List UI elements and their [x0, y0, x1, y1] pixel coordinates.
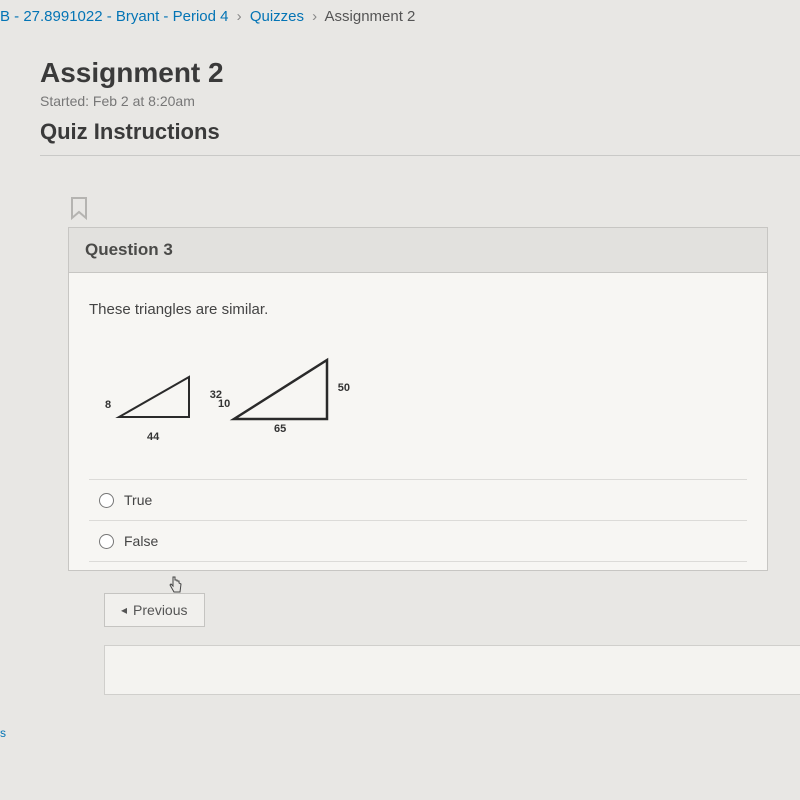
breadcrumb-quizzes[interactable]: Quizzes — [250, 8, 304, 25]
instructions-heading: Quiz Instructions — [40, 119, 800, 145]
breadcrumb-sep-2: › — [312, 8, 317, 25]
tri1-base-label: 44 — [147, 431, 159, 443]
answer-true[interactable]: True — [89, 480, 747, 521]
radio-true[interactable] — [99, 493, 114, 508]
answer-true-label: True — [124, 492, 152, 508]
previous-button[interactable]: ◂ Previous — [104, 593, 205, 627]
triangles-figure: 8 32 44 10 50 65 — [109, 354, 747, 429]
breadcrumb-current: Assignment 2 — [325, 8, 416, 25]
radio-false[interactable] — [99, 534, 114, 549]
tri2-left-label: 10 — [218, 398, 230, 410]
started-text: Started: Feb 2 at 8:20am — [40, 93, 800, 109]
left-arrow-icon: ◂ — [121, 603, 127, 617]
bookmark-icon[interactable] — [68, 196, 90, 222]
page-title: Assignment 2 — [40, 57, 800, 89]
question-header: Question 3 — [69, 228, 767, 273]
breadcrumb-sep-1: › — [237, 8, 242, 25]
tri2-base-label: 65 — [274, 423, 286, 435]
cursor-icon — [168, 576, 184, 599]
answer-false[interactable]: False — [89, 521, 747, 562]
divider — [40, 155, 800, 156]
answers-list: True False — [89, 479, 747, 562]
question-prompt: These triangles are similar. — [89, 301, 747, 318]
bottom-panel — [104, 645, 800, 695]
answer-false-label: False — [124, 533, 158, 549]
tri1-left-label: 8 — [105, 399, 111, 411]
triangle-2-shape — [234, 360, 327, 419]
side-char: s — [0, 726, 6, 740]
breadcrumb: B - 27.8991022 - Bryant - Period 4 › Qui… — [0, 0, 800, 37]
flag-column — [68, 186, 104, 227]
previous-label: Previous — [133, 602, 187, 618]
tri2-right-label: 50 — [338, 382, 350, 394]
triangle-2: 10 50 65 — [222, 354, 342, 429]
triangle-1: 8 32 44 — [109, 369, 204, 429]
question-card: Question 3 These triangles are similar. … — [68, 227, 768, 571]
question-body: These triangles are similar. 8 32 44 — [69, 273, 767, 570]
triangle-1-shape — [119, 377, 189, 417]
breadcrumb-course[interactable]: B - 27.8991022 - Bryant - Period 4 — [0, 8, 228, 25]
